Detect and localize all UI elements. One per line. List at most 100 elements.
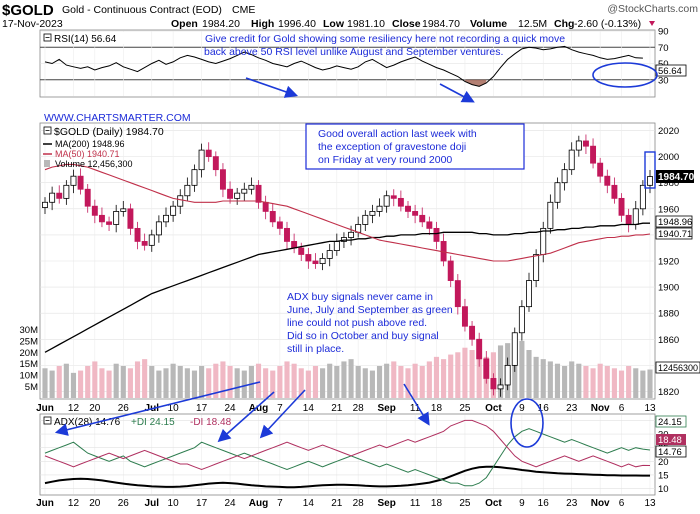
volume-bar xyxy=(305,370,311,398)
volume-bar xyxy=(583,366,589,398)
x-tick-label: Nov xyxy=(591,498,610,509)
candle-body xyxy=(191,169,198,186)
candle-body xyxy=(42,201,48,208)
ma200-value-tag: 1948.96 xyxy=(655,215,693,228)
candle-body xyxy=(63,184,70,199)
volume-bar xyxy=(284,361,290,398)
x-tick-label: 16 xyxy=(538,498,550,509)
candle-body xyxy=(326,250,333,259)
annotation-markups xyxy=(54,62,658,448)
volume-bar xyxy=(497,345,504,398)
candle-body xyxy=(483,358,490,379)
candle-body xyxy=(155,221,162,236)
volume-bar xyxy=(348,359,354,398)
x-tick-label: 26 xyxy=(118,498,130,509)
volume-bar xyxy=(455,352,461,398)
candle-body xyxy=(127,208,134,229)
volume-legend-label: Volume 12,456,300 xyxy=(55,159,133,169)
volume-bar xyxy=(312,366,319,398)
x-tick-label: 24 xyxy=(224,403,236,414)
candle-body xyxy=(276,221,283,229)
volume-bar xyxy=(78,370,84,398)
description-label: Gold - Continuous Contract (EOD) xyxy=(62,4,222,16)
volume-value-tag-text: 12456300 xyxy=(658,363,698,373)
x-tick-label: 28 xyxy=(353,498,365,509)
chg-label: Chg xyxy=(554,18,574,30)
volume-bar xyxy=(633,368,639,398)
price-tick-label: 1980 xyxy=(658,178,679,189)
volume-bar xyxy=(618,370,625,398)
x-tick-label: 10 xyxy=(168,498,180,509)
volume-bar xyxy=(70,372,77,398)
volume-bar xyxy=(426,361,432,398)
volume-bar xyxy=(362,368,368,398)
candle-body xyxy=(348,231,355,238)
volume-bar xyxy=(519,340,525,398)
volume-bar xyxy=(227,366,233,398)
open-value: 1984.20 xyxy=(202,18,240,30)
volume-bar xyxy=(241,370,247,398)
candle-body xyxy=(604,175,611,186)
volume-bar xyxy=(291,363,297,398)
x-tick-label: Sep xyxy=(377,498,395,509)
pdi-value-tag: 24.15 xyxy=(655,415,687,428)
volume-bar xyxy=(540,359,546,398)
volume-bar xyxy=(391,361,397,398)
adx-tick-label: 20 xyxy=(658,457,669,468)
x-tick-label: Oct xyxy=(485,498,502,509)
x-tick-label: 21 xyxy=(331,498,343,509)
candle-body xyxy=(383,195,390,207)
x-tick-label: 12 xyxy=(68,498,80,509)
rsi-annotation: Give credit for Gold showing some resili… xyxy=(204,33,568,58)
x-tick-label: 24 xyxy=(224,498,236,509)
rsi-arrow-september xyxy=(439,83,475,103)
volume-bar xyxy=(611,368,617,398)
candle-body xyxy=(497,384,504,390)
volume-bar xyxy=(462,347,468,398)
candle-body xyxy=(333,241,340,251)
volume-bar xyxy=(369,370,375,398)
mdi-line xyxy=(44,419,651,471)
volume-bar xyxy=(120,366,126,398)
candle-body xyxy=(469,325,476,340)
candle-body xyxy=(163,214,169,223)
volume-bar xyxy=(220,361,226,398)
x-tick-label: 18 xyxy=(431,403,443,414)
x-tick-label: 23 xyxy=(566,403,578,414)
volume-bar xyxy=(248,366,254,398)
volume-bar xyxy=(149,366,155,398)
candle-body xyxy=(120,208,127,212)
volume-tick-label: 5M xyxy=(25,382,38,393)
candle-body xyxy=(582,140,589,147)
x-tick-label: 25 xyxy=(459,403,471,414)
rsi-tick-label: 50 xyxy=(658,59,669,70)
candle-body xyxy=(597,162,604,177)
volume-bar xyxy=(533,356,539,398)
ma50-line xyxy=(44,163,651,262)
volume-bar xyxy=(170,363,176,398)
candle-body xyxy=(141,241,148,246)
x-tick-label: 6 xyxy=(619,498,625,509)
ma200-value-tag-text: 1948.96 xyxy=(658,217,692,228)
rsi-tick-label: 70 xyxy=(658,43,669,54)
x-tick-label: Nov xyxy=(591,403,610,414)
x-tick-label: 6 xyxy=(619,403,625,414)
exchange-label: CME xyxy=(232,4,255,16)
candle-body xyxy=(540,227,547,255)
volume-bar xyxy=(569,361,575,398)
price-tick-label: 1880 xyxy=(658,309,679,320)
adx-tick-label: 10 xyxy=(658,484,669,495)
doji-highlight-box xyxy=(644,151,656,189)
volume-bar xyxy=(49,370,55,398)
x-tick-label: 13 xyxy=(644,498,656,509)
volume-bar xyxy=(113,363,119,398)
volume-bar xyxy=(476,354,482,398)
ma50-value-tag: 1940.71 xyxy=(655,227,693,240)
volume-bar xyxy=(85,366,91,398)
candle-body xyxy=(269,211,276,223)
volume-bar xyxy=(398,366,404,398)
volume-bar xyxy=(341,361,347,398)
rsi-label: RSI(14) 56.64 xyxy=(54,34,117,45)
adx-annotation: ADX buy signals never came in June, July… xyxy=(287,291,456,355)
